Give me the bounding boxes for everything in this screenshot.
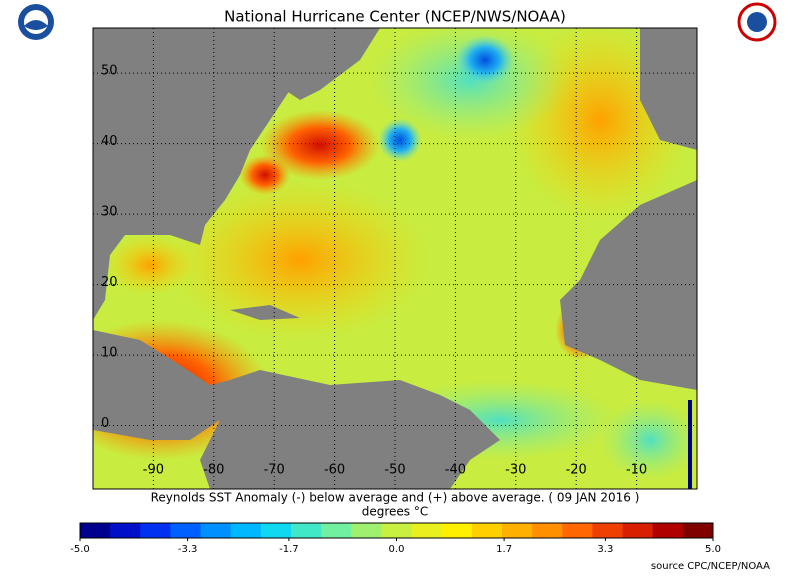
colorbar-segment	[411, 523, 443, 538]
colorbar-segment	[652, 523, 684, 538]
y-tick-label: 10	[101, 346, 118, 361]
colorbar-segment	[140, 523, 171, 538]
caption: Reynolds SST Anomaly (-) below average a…	[151, 491, 640, 505]
units: degrees °C	[362, 505, 429, 519]
sst-field	[93, 28, 697, 489]
x-tick-label: -20	[566, 463, 587, 478]
x-tick-label: -50	[384, 463, 405, 478]
colorbar-tick-label: -3.3	[178, 544, 198, 555]
colorbar-segment	[230, 523, 262, 538]
x-tick-label: -10	[626, 463, 647, 478]
colorbar-segment	[110, 523, 141, 538]
colorbar-segment	[321, 523, 352, 538]
y-tick-label: 0	[101, 416, 109, 431]
colorbar-tick-label: -5.0	[70, 544, 90, 555]
colorbar-segment	[622, 523, 654, 538]
colorbar-segment	[351, 523, 382, 538]
noaa-logo	[18, 4, 54, 40]
colorbar-tick-label: 1.7	[496, 544, 512, 555]
y-tick-label: 30	[101, 205, 118, 220]
colorbar-segment	[260, 523, 292, 538]
colorbar-segment	[592, 523, 624, 538]
nws-logo	[737, 2, 777, 42]
colorbar-segment	[291, 523, 322, 538]
colorbar-tick-label: 0.0	[389, 544, 405, 555]
land	[93, 28, 697, 489]
y-tick-label: 50	[101, 64, 118, 79]
source: source CPC/NCEP/NOAA	[651, 561, 770, 572]
colorbar-segment	[532, 523, 563, 538]
colorbar-segment	[502, 523, 533, 538]
x-tick-label: -60	[324, 463, 345, 478]
x-tick-label: -40	[445, 463, 466, 478]
x-tick-label: -70	[264, 463, 285, 478]
colorbar-segment	[562, 523, 593, 538]
x-tick-label: -80	[203, 463, 224, 478]
colorbar-segment	[80, 523, 111, 538]
colorbar-segment	[441, 523, 473, 538]
colorbar-tick-label: 3.3	[597, 544, 613, 555]
colorbar-tick-label: -1.7	[279, 544, 299, 555]
x-tick-label: -30	[505, 463, 526, 478]
title: National Hurricane Center (NCEP/NWS/NOAA…	[224, 8, 566, 26]
x-tick-label: -90	[143, 463, 164, 478]
colorbar-segment	[200, 523, 232, 538]
y-tick-label: 20	[101, 275, 118, 290]
colorbar-segment	[170, 523, 202, 538]
colorbar-segment	[682, 523, 714, 538]
colorbar-segment	[471, 523, 503, 538]
colorbar-tick-label: 5.0	[705, 544, 721, 555]
y-tick-label: 40	[101, 134, 118, 149]
colorbar-segment	[381, 523, 413, 538]
